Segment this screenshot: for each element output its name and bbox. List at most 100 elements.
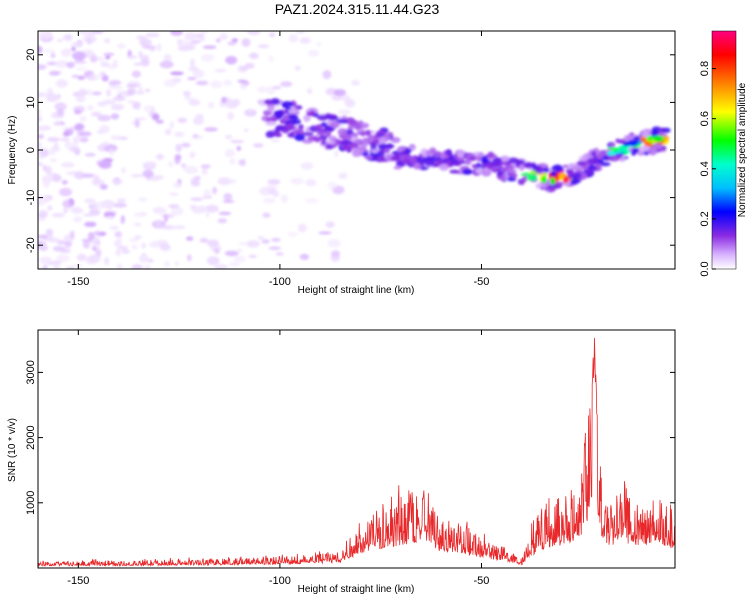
spectrogram-ridge-blob	[631, 147, 639, 154]
colorbar-tick-label: 0.2	[699, 211, 711, 226]
spectrogram-noise-blob	[62, 199, 72, 209]
spectrogram-noise-blob	[108, 148, 115, 157]
spectrogram-y-label: Frequency (Hz)	[7, 116, 18, 185]
snr-ticks: -150 -100 -50 1000 2000 3000	[25, 330, 675, 587]
spectrogram-noise-blob	[183, 91, 191, 98]
spectrogram-ridge-blob	[662, 127, 671, 133]
spectrogram-noise-blob	[206, 239, 219, 247]
spectrogram-ridge-blob	[438, 163, 449, 171]
spectrogram-noise-blob	[74, 123, 85, 131]
spectrogram-noise-blob	[118, 245, 129, 250]
spectrogram-noise-blob	[39, 149, 49, 158]
spectrogram-noise-blob	[224, 250, 239, 257]
spectrogram-noise-blob	[38, 64, 47, 70]
spectrogram-noise-blob	[79, 137, 89, 143]
spectrogram-ridge-blob	[493, 160, 501, 167]
spectrogram-ridge-blob	[434, 151, 441, 158]
spectrogram-noise-blob	[94, 231, 102, 235]
spectrogram-noise-blob	[66, 61, 75, 69]
spectrogram-noise-blob	[38, 141, 42, 149]
spectrogram-noise-blob	[189, 152, 197, 157]
spectrogram-noise-blob	[239, 82, 248, 90]
spectrogram-ridge-blob	[551, 165, 562, 171]
spectrogram-noise-blob	[59, 187, 73, 197]
spectrogram-noise-blob	[60, 48, 72, 57]
spectrogram-noise-blob	[133, 212, 147, 217]
spectrogram-ridge-blob	[328, 135, 337, 141]
spectrogram-noise-blob	[238, 159, 246, 166]
spectrogram-noise-blob	[141, 242, 147, 249]
spectrogram-noise-blob	[268, 246, 281, 250]
spectrogram-ridge-blob	[565, 168, 574, 175]
spectrogram-ridge-blob	[413, 163, 422, 170]
spectrogram-noise-blob	[212, 186, 217, 195]
spectrogram-noise-blob	[262, 212, 271, 218]
spectrogram-noise-blob	[186, 236, 194, 241]
spectrogram-noise-blob	[110, 113, 120, 120]
spectrogram-x-label: Height of straight line (km)	[298, 285, 415, 296]
spectrogram-noise-blob	[131, 244, 138, 250]
spectrogram-noise-blob	[126, 87, 136, 96]
spectrogram-noise-blob	[217, 177, 232, 186]
spectrogram-noise-blob	[130, 173, 144, 178]
spectrogram-noise-blob	[164, 260, 170, 267]
spectrogram-noise-blob	[290, 177, 304, 185]
spectrogram-ridge-blob	[339, 139, 350, 146]
spectrogram-noise-blob	[333, 89, 346, 97]
spectrogram-noise-blob	[71, 46, 76, 51]
spectrogram-noise-blob	[48, 70, 61, 76]
spectrogram-ridge-blob	[590, 166, 598, 171]
spectrogram-noise-blob	[237, 248, 243, 253]
spectrogram-noise-blob	[327, 238, 341, 248]
spectrogram-ridge-blob	[303, 114, 311, 123]
spectrogram-noise-blob	[63, 208, 68, 214]
spectrogram-noise-blob	[79, 115, 87, 123]
spectrogram-ridge-blob	[425, 150, 431, 157]
spectrogram-noise-blob	[126, 55, 138, 59]
spectrogram-noise-blob	[51, 212, 66, 218]
spectrogram-noise-blob	[227, 41, 237, 46]
spectrogram-ridge-blob	[288, 114, 299, 120]
colorbar-tick-label: 0.6	[699, 111, 711, 126]
spectrogram-noise-blob	[69, 230, 75, 240]
x-tick-label: -100	[269, 276, 291, 288]
spectrogram-ridge-blob	[395, 160, 405, 168]
spectrogram-noise-blob	[247, 31, 261, 36]
chart-title: PAZ1.2024.315.11.44.G23	[275, 1, 440, 17]
spectrogram-noise-blob	[214, 264, 228, 269]
spectrogram-noise-blob	[214, 248, 220, 254]
spectrogram-noise-blob	[225, 149, 235, 158]
spectrogram-noise-blob	[280, 81, 293, 87]
spectrogram-ridge-blob	[506, 169, 517, 174]
spectrogram-noise-blob	[172, 225, 186, 229]
spectrogram-noise-blob	[305, 179, 317, 187]
spectrogram-ridge-blob	[594, 163, 603, 168]
spectrogram-noise-blob	[287, 231, 298, 237]
spectrogram-ridge-blob	[356, 138, 363, 143]
spectrogram-ridge-blob	[550, 170, 557, 177]
spectrogram-ridge-blob	[471, 164, 478, 169]
spectrogram-noise-blob	[154, 219, 163, 228]
spectrogram-noise-blob	[105, 55, 111, 60]
spectrogram-noise-blob	[209, 245, 215, 252]
spectrogram-ridge-blob	[320, 140, 328, 145]
spectrogram-noise-blob	[84, 221, 97, 227]
spectrogram-noise-blob	[159, 243, 171, 251]
spectrogram-noise-blob	[308, 49, 320, 57]
spectrogram-noise-blob	[62, 131, 70, 137]
spectrogram-noise-blob	[190, 197, 203, 201]
y-tick-label: 2000	[25, 425, 37, 449]
spectrogram-noise-blob	[75, 94, 86, 103]
spectrogram-noise-blob	[169, 192, 179, 196]
spectrogram-noise-blob	[214, 69, 227, 73]
spectrogram-noise-blob	[261, 239, 270, 244]
spectrogram-ridge-blob	[449, 160, 460, 166]
spectrogram-noise-blob	[338, 109, 351, 115]
spectrogram-noise-blob	[272, 85, 282, 90]
spectrogram-noise-blob	[199, 238, 209, 243]
spectrogram-ridge-blob	[393, 165, 402, 170]
spectrogram-noise-blob	[112, 202, 127, 208]
spectrogram-noise-blob	[259, 186, 272, 196]
spectrogram-ridge-blob	[347, 142, 359, 149]
snr-series-line	[38, 337, 675, 568]
